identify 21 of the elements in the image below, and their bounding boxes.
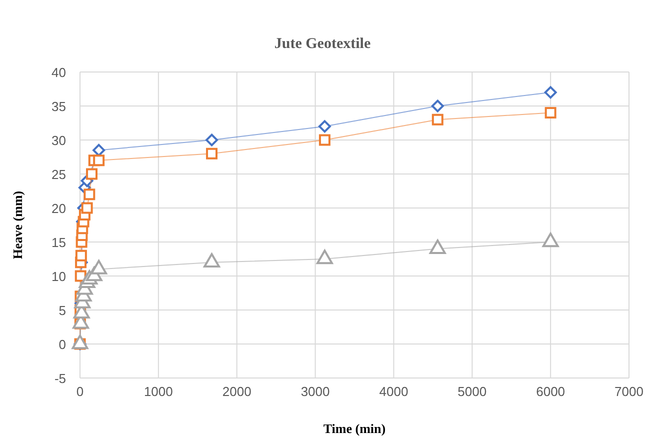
y-tick-label: 0 bbox=[58, 337, 66, 352]
y-tick-label: 25 bbox=[52, 167, 66, 182]
x-axis-title: Time (min) bbox=[323, 421, 386, 436]
x-tick-label: 5000 bbox=[458, 384, 487, 399]
x-tick-label: 6000 bbox=[536, 384, 566, 399]
y-tick-label: 10 bbox=[52, 269, 66, 284]
y-tick-label: 5 bbox=[58, 303, 66, 318]
x-tick-label: 7000 bbox=[614, 384, 644, 399]
x-tick-label: 3000 bbox=[300, 384, 330, 399]
y-tick-label: -5 bbox=[54, 371, 66, 386]
y-tick-label: 30 bbox=[52, 133, 66, 148]
y-tick-label: 15 bbox=[52, 235, 66, 250]
x-tick-label: 0 bbox=[76, 384, 84, 399]
x-tick-label: 2000 bbox=[222, 384, 252, 399]
chart-title: Jute Geotextile bbox=[274, 36, 371, 52]
x-tick-label: 1000 bbox=[144, 384, 173, 399]
y-axis-title: Heave (mm) bbox=[10, 190, 25, 260]
y-tick-label: 20 bbox=[52, 201, 66, 216]
y-tick-label: 40 bbox=[52, 65, 66, 80]
y-tick-label: 35 bbox=[52, 99, 66, 114]
x-tick-label: 4000 bbox=[379, 384, 408, 399]
